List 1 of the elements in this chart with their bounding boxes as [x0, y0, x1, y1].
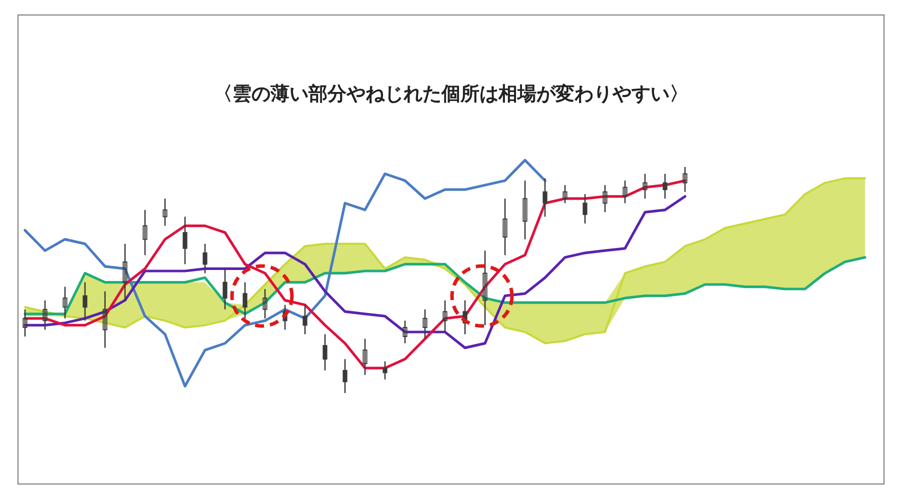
title: 〈雲の薄い部分やねじれた個所は相場が変わりやすい〉	[214, 83, 688, 105]
